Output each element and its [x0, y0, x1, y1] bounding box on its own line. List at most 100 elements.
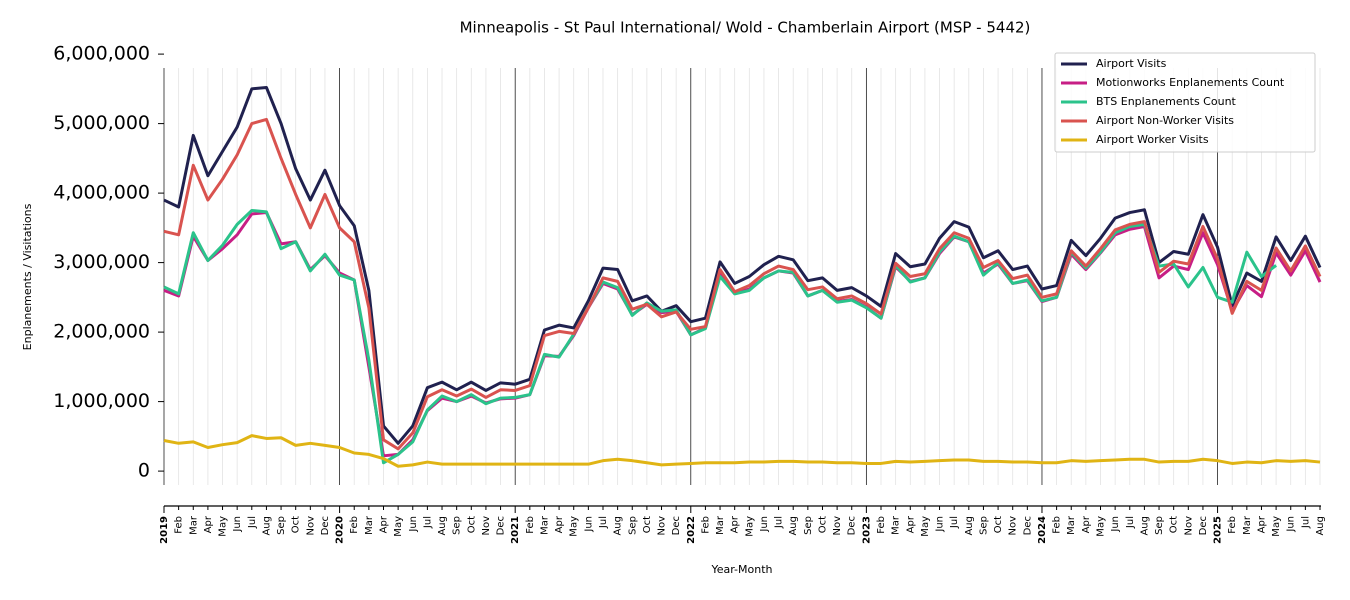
x-tick-label: Jun [232, 516, 243, 533]
x-tick-label: 2024 [1037, 516, 1048, 544]
x-tick-label: Dec [1198, 516, 1209, 535]
x-tick-label: 2025 [1213, 516, 1224, 544]
x-tick-label: Jun [1110, 516, 1121, 533]
x-tick-label: Jul [247, 516, 258, 529]
x-tick-label: Jun [408, 516, 419, 533]
x-tick-label: Feb [700, 516, 711, 534]
series-line [163, 117, 1322, 451]
x-tick-label: May [920, 516, 931, 537]
legend-box [1054, 52, 1316, 153]
legend-label: BTS Enplanements Count [1096, 95, 1237, 108]
x-tick-label: Jul [422, 516, 433, 529]
x-tick-label: Aug [261, 516, 272, 536]
x-tick-label: Mar [715, 515, 726, 535]
x-tick-label: Feb [876, 516, 887, 534]
x-tick-label: Apr [1256, 515, 1267, 533]
x-tick-label: Mar [539, 515, 550, 535]
x-tick-label: Jul [1300, 516, 1311, 529]
x-tick-label: 2021 [510, 516, 521, 544]
x-tick-label: 2023 [861, 516, 872, 544]
x-tick-label: Jul [949, 516, 960, 529]
x-tick-label: Dec [496, 516, 507, 535]
legend-label: Motionworks Enplanements Count [1096, 76, 1285, 89]
x-tick-label: Apr [378, 515, 389, 533]
x-tick-label: May [1096, 516, 1107, 537]
x-tick-label: May [218, 516, 229, 537]
series-line [163, 85, 1322, 445]
x-tick-label: Oct [466, 516, 477, 533]
x-tick-label: Nov [305, 516, 316, 536]
x-tick-label: 2020 [335, 516, 346, 544]
x-tick-label: Sep [978, 516, 989, 535]
x-tick-label: Sep [627, 516, 638, 535]
x-tick-label: Apr [730, 515, 741, 533]
x-tick-label: Jun [1286, 516, 1297, 533]
x-tick-label: Oct [993, 516, 1004, 533]
legend-label: Airport Non-Worker Visits [1096, 114, 1234, 127]
x-tick-label: Mar [1242, 515, 1253, 535]
x-tick-label: Sep [1154, 516, 1165, 535]
x-tick-label: Oct [1169, 516, 1180, 533]
x-tick-label: May [744, 516, 755, 537]
x-tick-label: Dec [320, 516, 331, 535]
x-tick-label: Apr [1081, 515, 1092, 533]
y-tick-label: 4,000,000 [53, 182, 150, 204]
y-tick-label: 1,000,000 [53, 390, 150, 412]
x-tick-label: Mar [891, 515, 902, 535]
x-axis-label: Year-Month [710, 563, 772, 576]
x-tick-label: Feb [349, 516, 360, 534]
x-tick-label: Feb [1052, 516, 1063, 534]
x-tick-label: Oct [817, 516, 828, 533]
y-tick-label: 5,000,000 [53, 112, 150, 134]
x-tick-label: May [1271, 516, 1282, 537]
x-tick-label: Apr [203, 515, 214, 533]
x-tick-label: Dec [847, 516, 858, 535]
x-tick-label: Jun [583, 516, 594, 533]
x-tick-label: Nov [1008, 516, 1019, 536]
x-tick-label: Sep [452, 516, 463, 535]
x-tick-label: Nov [481, 516, 492, 536]
x-tick-label: Jul [1125, 516, 1136, 529]
x-tick-label: Apr [905, 515, 916, 533]
x-tick-label: Feb [174, 516, 185, 534]
x-tick-label: Jul [598, 516, 609, 529]
y-axis-label: Enplanements / Visitations [21, 203, 34, 350]
y-tick-label: 2,000,000 [53, 321, 150, 343]
x-tick-label: Nov [1183, 516, 1194, 536]
x-tick-label: Sep [803, 516, 814, 535]
x-tick-label: Oct [642, 516, 653, 533]
x-tick-label: Mar [1066, 515, 1077, 535]
x-tick-label: 2022 [686, 516, 697, 544]
x-tick-label: Dec [1022, 516, 1033, 535]
x-tick-label: Nov [657, 516, 668, 536]
chart-title: Minneapolis - St Paul International/ Wol… [460, 19, 1031, 37]
x-tick-label: Aug [437, 516, 448, 536]
x-tick-label: Aug [613, 516, 624, 536]
y-tick-label: 3,000,000 [53, 251, 150, 273]
x-tick-label: Feb [1227, 516, 1238, 534]
series-line [163, 434, 1321, 468]
x-tick-label: Aug [1139, 516, 1150, 536]
x-tick-label: Aug [788, 516, 799, 536]
series-line [163, 208, 1278, 465]
x-tick-label: Sep [276, 516, 287, 535]
x-tick-label: Mar [188, 515, 199, 535]
x-tick-label: Dec [671, 516, 682, 535]
x-tick-label: Aug [964, 516, 975, 536]
legend-label: Airport Worker Visits [1096, 133, 1209, 146]
x-tick-label: Jun [759, 516, 770, 533]
x-tick-label: 2019 [159, 516, 170, 544]
legend-label: Airport Visits [1096, 57, 1167, 70]
y-tick-label: 6,000,000 [53, 43, 150, 65]
y-tick-label: 0 [138, 460, 150, 482]
x-tick-label: Mar [364, 515, 375, 535]
x-tick-label: Apr [554, 515, 565, 533]
x-tick-label: Oct [291, 516, 302, 533]
x-tick-label: Feb [525, 516, 536, 534]
x-tick-label: Aug [1315, 516, 1326, 536]
x-tick-label: May [393, 516, 404, 537]
x-tick-label: Jun [935, 516, 946, 533]
x-tick-label: Nov [832, 516, 843, 536]
x-tick-label: Jul [774, 516, 785, 529]
